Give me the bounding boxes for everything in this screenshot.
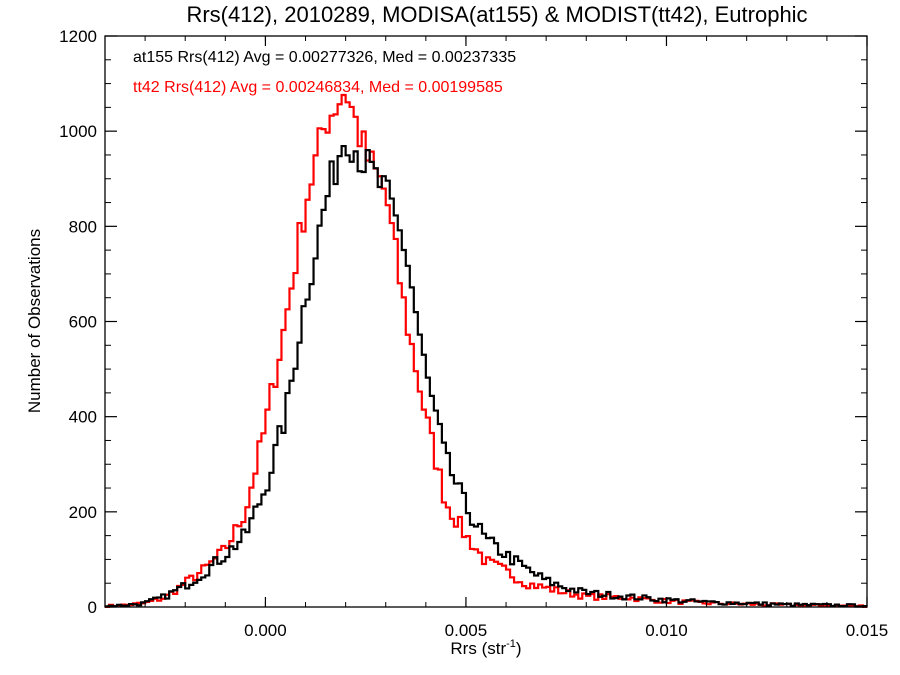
y-tick-label: 1200	[59, 27, 97, 46]
legend-label-tt42: tt42 Rrs(412) Avg = 0.00246834, Med = 0.…	[133, 79, 503, 96]
y-tick-label: 800	[69, 217, 97, 236]
y-tick-label: 400	[69, 408, 97, 427]
y-axis-label: Number of Observations	[25, 229, 44, 413]
x-axis-label-close: )	[516, 639, 522, 658]
axis-ticks: 0.000 0.005 0.010 0.015 0 200 400 600 800 1000 120…	[59, 27, 888, 640]
plot-area	[105, 93, 867, 609]
y-tick-label: 600	[69, 313, 97, 332]
series-line-at155	[105, 144, 867, 608]
legend-label-at155: at155 Rrs(412) Avg = 0.00277326, Med = 0…	[133, 49, 516, 66]
x-tick-label: 0.000	[244, 621, 287, 640]
x-tick-label: 0.015	[846, 621, 889, 640]
y-tick-label: 0	[88, 598, 97, 617]
x-axis-label-main: Rrs (str	[450, 639, 506, 658]
chart-title: Rrs(412), 2010289, MODISA(at155) & MODIS…	[186, 2, 807, 27]
x-axis-label: Rrs (str-1)	[450, 638, 521, 658]
x-tick-label: 0.010	[645, 621, 688, 640]
y-tick-label: 200	[69, 503, 97, 522]
x-axis-label-superscript: -1	[506, 638, 516, 650]
x-tick-label: 0.005	[445, 621, 488, 640]
y-tick-label: 1000	[59, 122, 97, 141]
